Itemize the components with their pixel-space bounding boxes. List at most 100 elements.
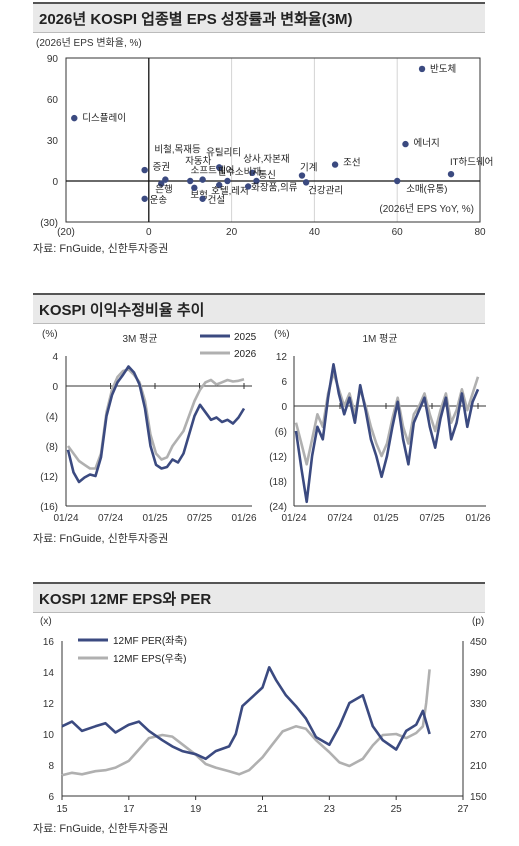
scatter-point: [162, 176, 169, 183]
scatter-point: [418, 65, 426, 73]
x-tick-label: 20: [226, 227, 238, 238]
chart-title-bar: KOSPI 이익수정비율 추이: [33, 293, 485, 324]
x-tick-label: 01/25: [142, 513, 167, 524]
y-tick-label: (30): [40, 218, 58, 229]
point-label: 은행: [155, 184, 172, 196]
scatter-point: [224, 177, 231, 185]
scatter-point: [71, 114, 78, 122]
x-tick-label: 60: [392, 227, 404, 238]
point-label: 기계: [300, 162, 317, 174]
left-y-tick-label: 14: [43, 668, 55, 679]
point-label: 건강관리: [308, 185, 343, 196]
point-label: 조선: [343, 158, 360, 169]
sub-chart-title: 3M 평균: [122, 333, 157, 345]
x-tick-label: 0: [146, 227, 152, 238]
point-label: 유틸리티: [206, 146, 241, 158]
right-y-tick-label: 150: [470, 792, 487, 803]
series-line-eps: [61, 669, 431, 777]
point-label: IT하드웨어: [450, 156, 493, 168]
panel-sector-eps-scatter: 2026년 KOSPI 업종별 EPS 성장률과 변화율(3M) (2026년 …: [0, 0, 519, 270]
x-tick-label: 01/24: [281, 513, 306, 524]
x-tick-label: 07/24: [327, 513, 352, 524]
chart-title-bar: KOSPI 12MF EPS와 PER: [33, 582, 485, 613]
y-tick-label: 0: [52, 382, 58, 393]
x-tick-label: 01/25: [373, 513, 398, 524]
y-tick-label: 60: [47, 95, 59, 106]
point-label: 운송: [150, 195, 168, 206]
right-unit-label: (p): [472, 616, 484, 627]
y-tick-label: (4): [46, 412, 58, 423]
scatter-point: [215, 181, 223, 189]
x-tick-label: 17: [123, 804, 135, 815]
scatter-point: [187, 177, 194, 185]
right-y-tick-label: 210: [470, 761, 487, 772]
point-label: 필수소비재: [217, 166, 261, 178]
y-unit-label: (%): [42, 329, 58, 340]
y-tick-label: 90: [47, 54, 59, 65]
scatter-chart: (2026년 EPS 변화율, %) (30) 0 30 60 90 (20) 0 20 40 60…: [36, 37, 493, 238]
point-label: 자동차: [185, 155, 211, 167]
right-y-tick-label: 450: [470, 637, 487, 648]
scatter-point: [302, 179, 310, 186]
series-line-2025: [66, 365, 246, 484]
x-tick-label: 19: [190, 804, 202, 815]
legend-label-2026: 2026: [234, 349, 257, 360]
scatter-point: [191, 184, 198, 192]
y-tick-label: (16): [40, 502, 58, 513]
scatter-point: [215, 164, 223, 171]
point-label: 상사,자본재: [243, 154, 289, 165]
chart-title: KOSPI 12MF EPS와 PER: [39, 591, 212, 608]
y-tick-label: (12): [269, 452, 287, 463]
plot-frame: [65, 57, 481, 223]
x-tick-label: (20): [57, 227, 75, 238]
point-label: 통신: [258, 170, 275, 181]
chart-title-bar: 2026년 KOSPI 업종별 EPS 성장률과 변화율(3M): [33, 2, 485, 33]
scatter-point: [199, 195, 206, 202]
point-label: 비철,목재등: [154, 145, 201, 156]
right-y-tick-label: 390: [470, 668, 487, 679]
left-y-tick-label: 12: [43, 699, 55, 710]
point-label: 보험: [190, 190, 207, 201]
point-label: 건설: [208, 195, 225, 206]
scatter-point: [141, 195, 148, 202]
y-tick-label: 6: [281, 377, 287, 388]
y-tick-label: 12: [276, 352, 288, 363]
y-tick-label: (12): [40, 472, 58, 483]
point-label: 디스플레이: [82, 113, 126, 124]
left-y-tick-label: 6: [48, 792, 54, 803]
scatter-point: [199, 176, 206, 183]
x-tick-label: 23: [324, 804, 336, 815]
eps-per-chart: (x) (p) 6 8 10 12 14 16 150 210 270 330 390 450 15 17 19…: [40, 616, 487, 815]
y-tick-label: 0: [281, 402, 287, 413]
y-tick-label: 30: [47, 136, 59, 147]
scatter-point: [158, 180, 165, 187]
series-line-2025: [294, 362, 480, 504]
y-axis-label: (2026년 EPS 변화율, %): [36, 37, 142, 49]
scatter-point: [402, 140, 409, 148]
legend-label-2025: 2025: [234, 332, 257, 343]
series-line-per: [61, 665, 431, 761]
x-tick-label: 15: [56, 804, 68, 815]
source-note: 자료: FnGuide, 신한투자증권: [33, 243, 169, 255]
left-y-tick-label: 8: [48, 761, 54, 772]
panel-eps-per: KOSPI 12MF EPS와 PER (x) (p) 6 8 10 12 14 16 150 2…: [0, 578, 519, 846]
x-tick-label: 01/24: [53, 513, 78, 524]
source-note: 자료: FnGuide, 신한투자증권: [33, 823, 169, 835]
x-tick-label: 07/25: [419, 513, 444, 524]
scatter-point: [447, 170, 455, 178]
point-label: 반도체: [430, 64, 456, 75]
point-label: 소매(유통): [406, 184, 447, 195]
right-y-tick-label: 270: [470, 730, 487, 741]
y-tick-label: (18): [269, 477, 287, 488]
chart-title: KOSPI 이익수정비율 추이: [39, 302, 205, 319]
x-tick-label: 07/25: [187, 513, 212, 524]
chart-title: 2026년 KOSPI 업종별 EPS 성장률과 변화율(3M): [39, 11, 353, 28]
point-label: 호텔,레저: [211, 185, 249, 197]
x-tick-label: 01/26: [231, 513, 256, 524]
y-tick-label: (24): [269, 502, 287, 513]
legend-label-eps: 12MF EPS(우축): [113, 653, 186, 665]
y-tick-label: 4: [52, 352, 58, 363]
series-line-2026: [66, 368, 245, 470]
point-label: 소프트웨어: [191, 165, 235, 177]
